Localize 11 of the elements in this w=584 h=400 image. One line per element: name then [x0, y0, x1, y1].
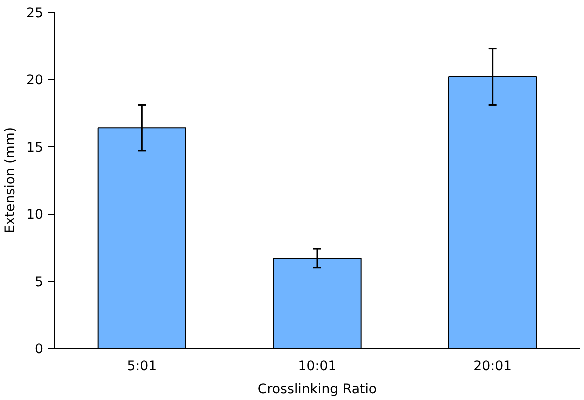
y-tick-label: 25: [26, 6, 44, 22]
x-tick-label: 10:01: [298, 360, 337, 374]
y-tick-label: 20: [26, 74, 44, 89]
x-axis-title: Crosslinking Ratio: [258, 382, 378, 398]
x-tick-label: 5:01: [127, 360, 158, 374]
x-tick-label: 20:01: [474, 360, 512, 374]
y-tick-label: 5: [35, 275, 44, 290]
y-tick-label: 10: [26, 208, 44, 224]
y-tick-label: 0: [35, 342, 44, 358]
y-tick-label: 15: [26, 140, 44, 156]
y-axis-title: Extension (mm): [4, 127, 19, 234]
